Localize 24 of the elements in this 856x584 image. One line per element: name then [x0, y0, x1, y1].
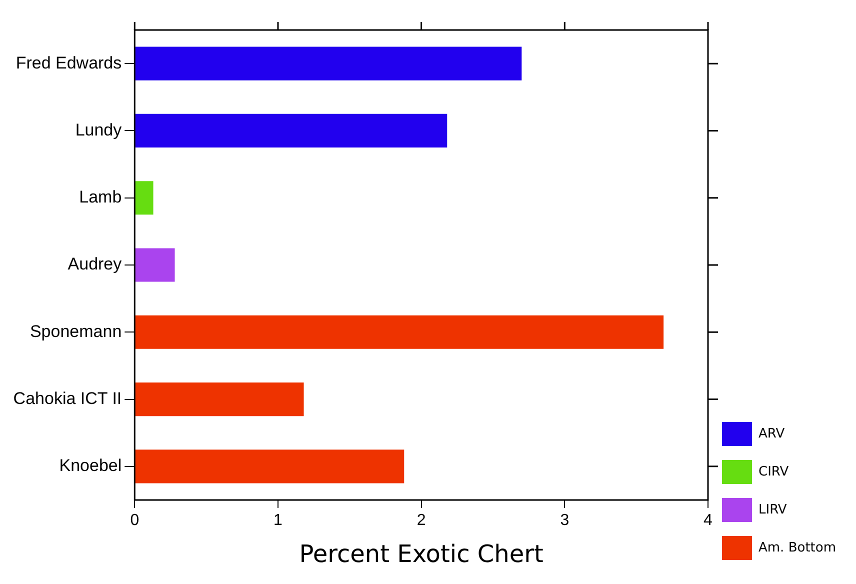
legend-label: ARV: [758, 426, 785, 442]
bar: [135, 315, 664, 349]
bar: [135, 181, 154, 215]
y-tick-label: Lamb: [79, 188, 122, 207]
y-tick-label: Fred Edwards: [16, 53, 122, 72]
legend-label: LIRV: [758, 502, 787, 518]
x-axis-title: Percent Exotic Chert: [299, 540, 544, 568]
x-tick-label: 1: [274, 512, 283, 530]
y-tick-label: Knoebel: [59, 456, 122, 476]
y-tick-label: Audrey: [68, 254, 122, 274]
x-tick-label: 3: [560, 512, 570, 530]
x-tick-label: 2: [416, 512, 426, 530]
y-tick-label: Lundy: [75, 120, 122, 140]
legend-label: Am. Bottom: [758, 540, 836, 556]
bar: [135, 46, 522, 80]
x-tick-label: 4: [704, 512, 713, 530]
bar: [135, 382, 304, 416]
bar: [135, 114, 448, 148]
y-tick-label: Cahokia ICT II: [13, 388, 122, 408]
bar: [135, 248, 175, 282]
legend-label: CIRV: [758, 464, 789, 480]
x-tick-label: 0: [130, 512, 140, 530]
bar: [135, 450, 404, 484]
y-tick-label: Sponemann: [30, 322, 122, 341]
